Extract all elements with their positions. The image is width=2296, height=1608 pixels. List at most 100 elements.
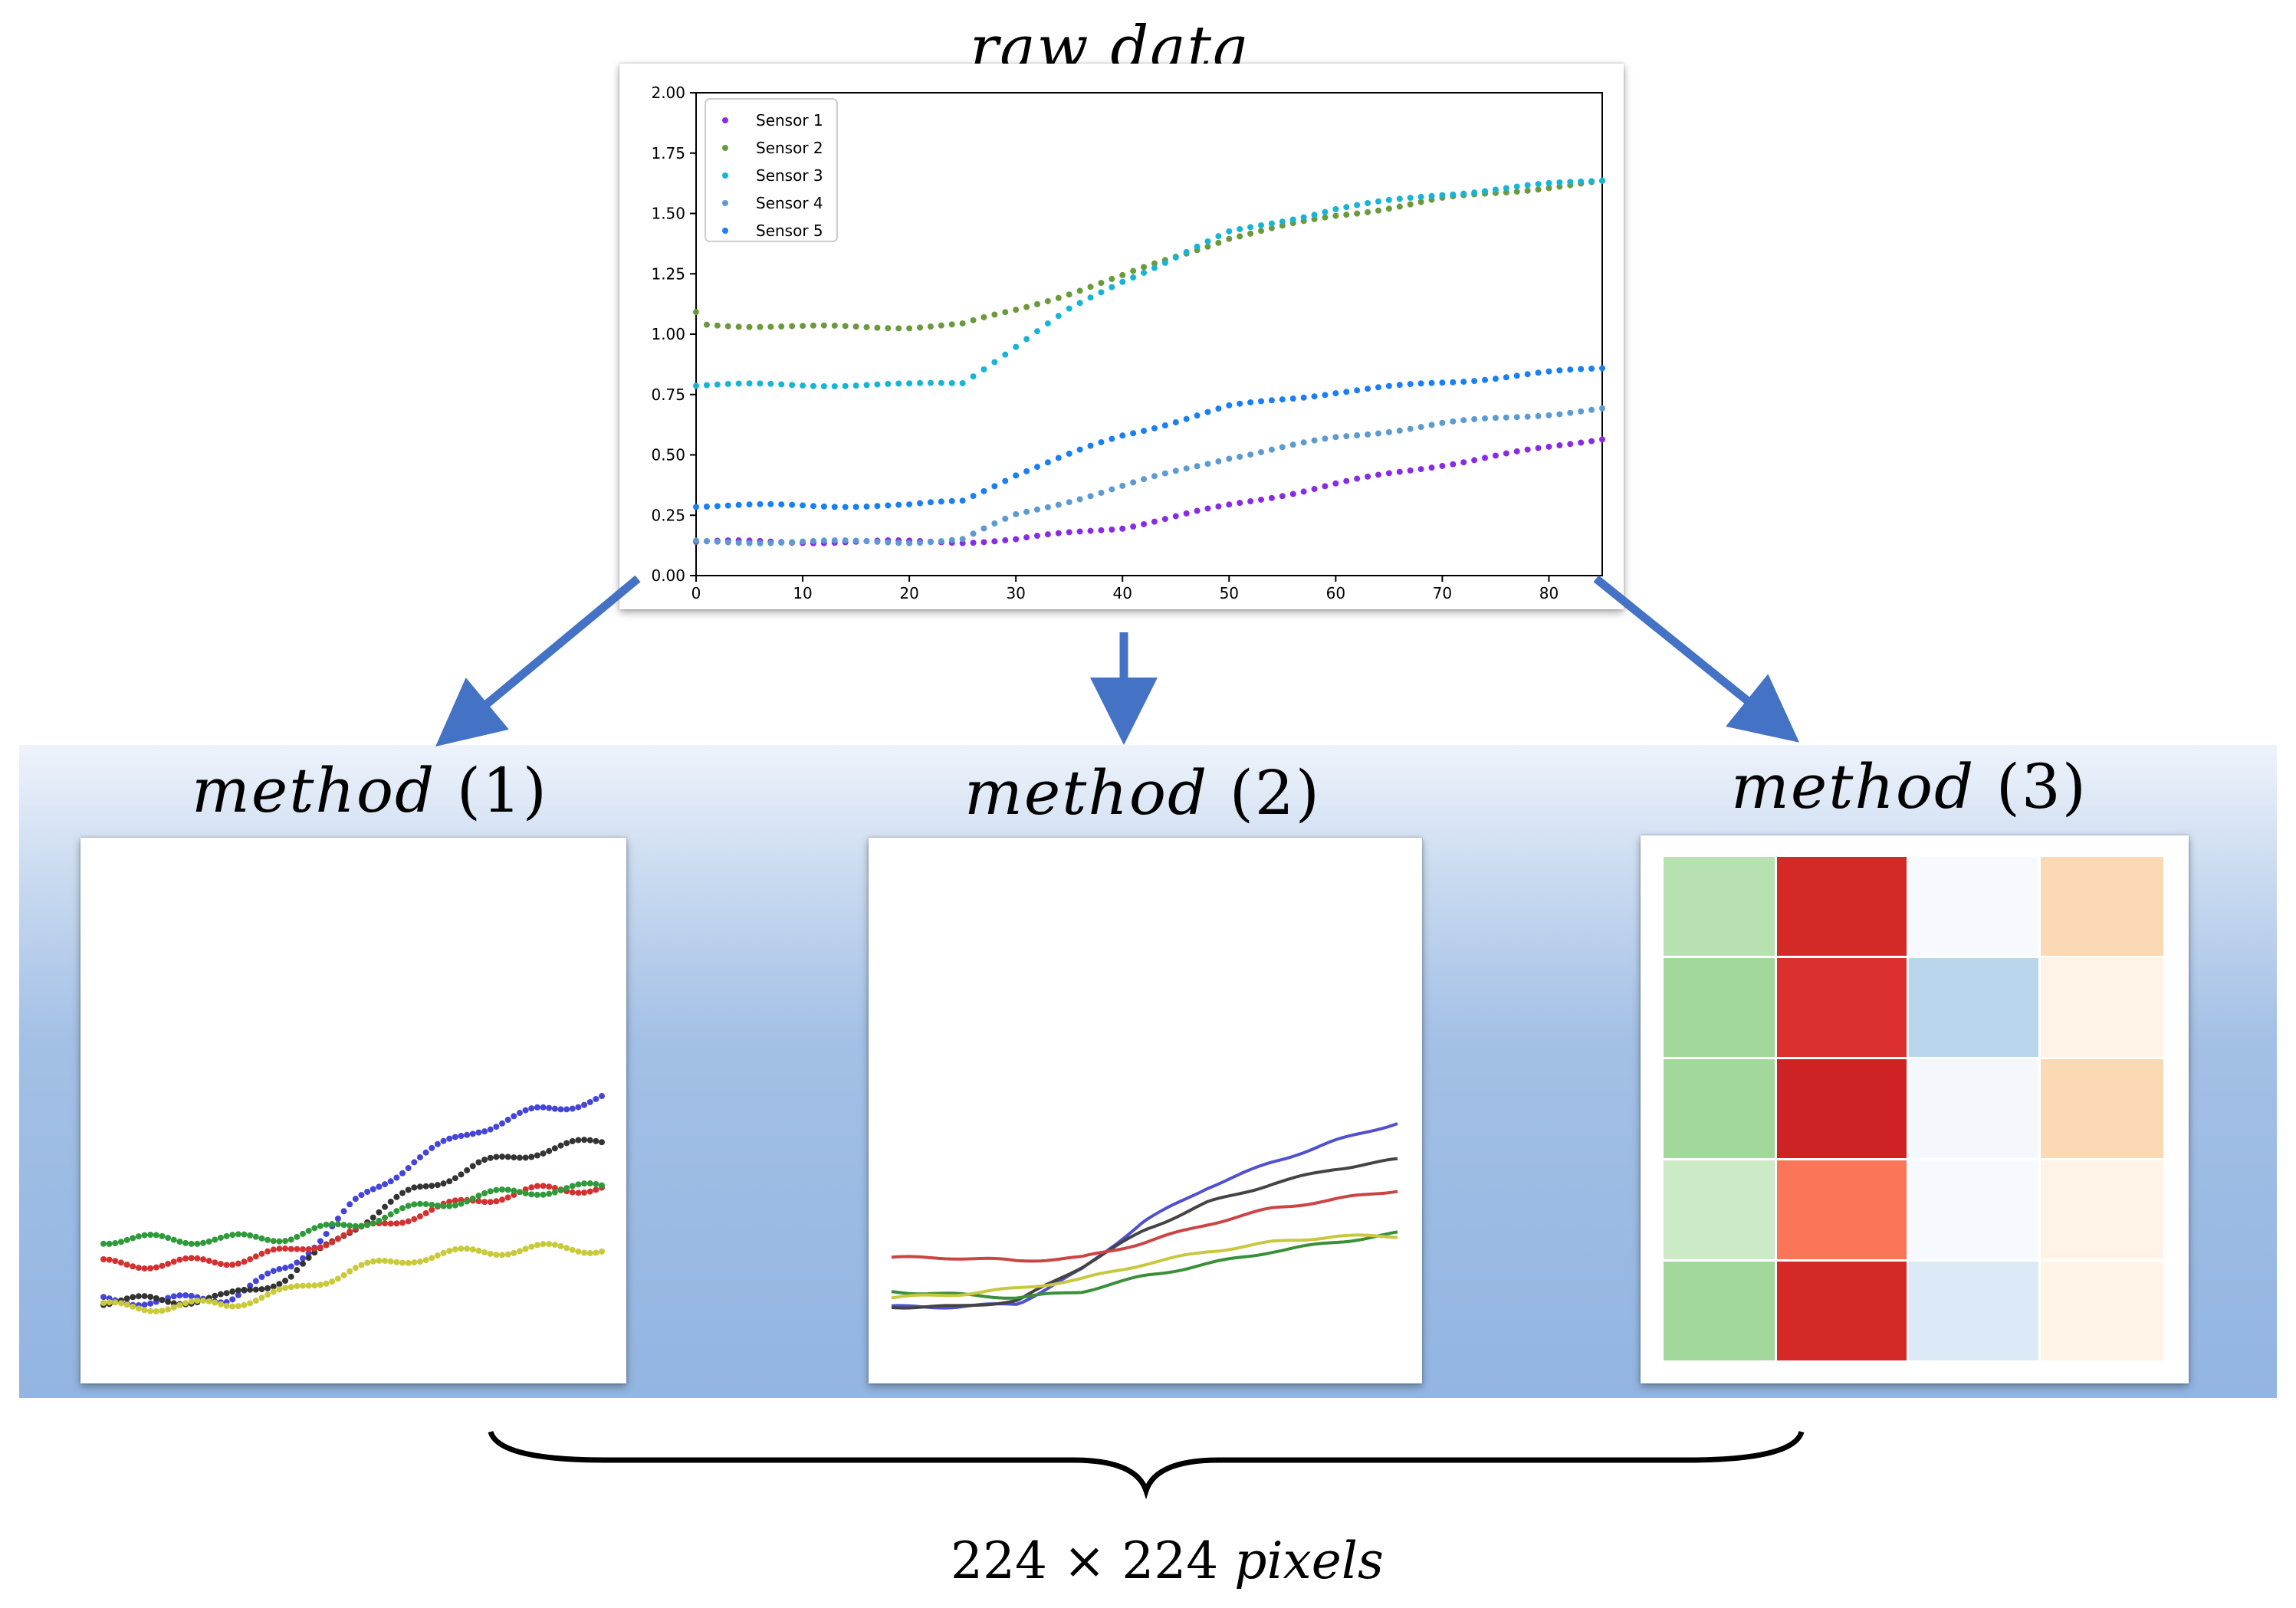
raw-data-point	[917, 379, 924, 386]
raw-data-point	[970, 540, 977, 546]
raw-data-point	[1194, 507, 1201, 514]
method-1-point	[282, 1285, 289, 1291]
method-1-point	[422, 1183, 429, 1190]
raw-data-point	[1322, 483, 1329, 490]
raw-data-point	[1023, 304, 1030, 310]
method-1-point	[469, 1195, 476, 1202]
method-1-point	[534, 1104, 540, 1111]
arrow-to-method-1	[435, 575, 641, 747]
method-1-point	[334, 1236, 341, 1242]
raw-data-point	[1055, 530, 1062, 537]
method-1-point	[305, 1245, 312, 1252]
method-1-point	[329, 1221, 336, 1228]
raw-data-point	[895, 325, 902, 332]
raw-data-point	[1407, 425, 1414, 432]
method-1-point	[282, 1278, 289, 1285]
method-1-point	[317, 1222, 324, 1229]
method-1-point	[393, 1208, 400, 1215]
method-1-point	[123, 1295, 130, 1302]
legend-marker	[722, 200, 728, 206]
raw-data-point	[1044, 297, 1051, 304]
method-1-point	[434, 1182, 441, 1189]
raw-data-point	[1098, 527, 1105, 533]
method-3-panel	[1641, 835, 2189, 1383]
method-1-point	[586, 1137, 593, 1144]
raw-data-point	[1055, 313, 1062, 320]
raw-data-point	[906, 325, 913, 332]
method-1-point	[458, 1171, 465, 1178]
heatmap-cell	[1777, 1059, 1907, 1158]
method-1-point	[370, 1220, 376, 1227]
raw-data-point	[906, 380, 913, 387]
raw-data-point	[1343, 389, 1350, 395]
method-1-point	[452, 1246, 458, 1253]
raw-data-point	[1258, 222, 1265, 228]
method-1-point	[311, 1282, 318, 1289]
method-1-point	[117, 1239, 124, 1245]
x-tick-label: 20	[899, 584, 918, 602]
raw-data-point	[735, 323, 742, 330]
raw-data-point	[1354, 387, 1361, 394]
method-1-point	[135, 1293, 142, 1300]
raw-data-point	[1460, 417, 1467, 424]
raw-data-point	[735, 380, 742, 387]
method-1-point	[411, 1259, 418, 1266]
raw-data-point	[1322, 214, 1329, 221]
raw-data-point	[1066, 305, 1072, 312]
method-1-point	[287, 1245, 294, 1252]
raw-data-point	[1172, 513, 1179, 520]
raw-data-point	[1161, 470, 1168, 477]
raw-data-point	[1503, 185, 1509, 192]
raw-data-point	[1407, 381, 1414, 388]
raw-data-point	[885, 380, 892, 387]
raw-data-point	[1226, 235, 1233, 242]
raw-data-point	[1141, 520, 1148, 527]
method-1-point	[416, 1213, 423, 1220]
raw-data-point	[1066, 499, 1072, 506]
method-1-point	[528, 1153, 535, 1160]
method-1-point	[540, 1104, 547, 1111]
method-1-point	[370, 1186, 376, 1193]
y-tick-label: 1.50	[651, 205, 685, 223]
raw-data-point	[1119, 278, 1126, 285]
x-tick-label: 50	[1220, 584, 1239, 602]
method-1-point	[229, 1288, 236, 1295]
method-1-point	[546, 1183, 553, 1190]
method-1-point	[294, 1259, 301, 1266]
method-1-point	[569, 1246, 576, 1253]
method-1-point	[165, 1298, 172, 1305]
method-1-point	[481, 1190, 488, 1196]
method-1-point	[446, 1203, 453, 1209]
raw-data-point	[1343, 204, 1350, 211]
raw-data-point	[874, 324, 881, 331]
method-1-point	[217, 1234, 224, 1241]
raw-data-point	[831, 537, 838, 544]
method-1-point	[182, 1291, 189, 1298]
method-1-point	[276, 1281, 283, 1288]
x-tick-label: 30	[1006, 584, 1025, 602]
raw-data-point	[757, 540, 764, 546]
raw-data-point	[1161, 259, 1168, 266]
method-1-point	[399, 1219, 406, 1226]
raw-data-point	[1237, 400, 1243, 407]
method-1-point	[522, 1245, 529, 1252]
raw-data-point	[1204, 238, 1211, 244]
raw-data-point	[1044, 459, 1051, 466]
method-1-point	[387, 1198, 394, 1205]
method-1-point	[317, 1238, 324, 1245]
raw-data-point	[778, 381, 785, 388]
method-1-point	[270, 1288, 277, 1295]
method-1-point	[569, 1137, 576, 1144]
method-1-point	[159, 1297, 166, 1304]
raw-data-point	[970, 530, 977, 537]
method-1-point	[217, 1261, 224, 1268]
method-1-point	[475, 1247, 482, 1254]
raw-data-point	[1354, 432, 1361, 439]
heatmap-cell	[1664, 1262, 1775, 1360]
raw-data-point	[1023, 336, 1030, 343]
method-1-point	[376, 1209, 383, 1216]
heatmap-cell	[1664, 857, 1775, 956]
method-1-point	[153, 1232, 159, 1239]
raw-data-point	[1087, 284, 1094, 290]
method-1-point	[141, 1265, 148, 1272]
